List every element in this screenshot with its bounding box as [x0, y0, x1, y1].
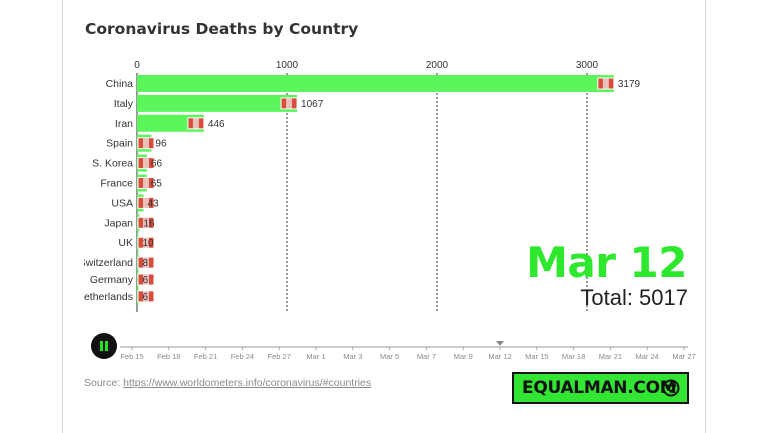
brand-logo[interactable]: EQUALMAN.COM — [512, 372, 689, 404]
bar — [137, 114, 204, 132]
timeline-label: Feb 24 — [231, 352, 254, 361]
source-prefix: Source: — [84, 377, 124, 389]
flag-spain-icon — [137, 137, 155, 150]
value-label: 446 — [208, 119, 225, 130]
source-link[interactable]: https://www.worldometers.info/coronaviru… — [123, 377, 372, 389]
category-label: Netherlands — [76, 291, 133, 303]
category-label: S. Korea — [92, 158, 133, 170]
x-tick-label: 2000 — [426, 60, 449, 71]
flag-china-icon — [597, 77, 615, 90]
flag-switzerland-icon — [137, 256, 155, 269]
timeline-label: Mar 1 — [306, 352, 325, 361]
category-label: France — [100, 178, 133, 190]
flag-usa-icon — [137, 196, 155, 209]
value-label: 96 — [155, 139, 167, 150]
timeline-label: Mar 7 — [417, 352, 436, 361]
category-label: Japan — [104, 217, 133, 229]
left-frame-border — [62, 0, 63, 433]
total-deaths-label: Total: 5017 — [580, 285, 688, 310]
category-label: UK — [118, 237, 133, 249]
timeline-label: Feb 21 — [194, 352, 217, 361]
timeline-label: Feb 27 — [268, 352, 291, 361]
value-label: 10 — [143, 238, 155, 249]
value-label: 6 — [143, 292, 149, 303]
value-label: 3179 — [618, 79, 641, 90]
timeline-label: Mar 21 — [599, 352, 622, 361]
brand-emblem-icon — [662, 379, 680, 397]
timeline-label: Mar 15 — [525, 352, 548, 361]
x-tick-label: 3000 — [576, 60, 599, 71]
flag-netherlands-icon — [137, 290, 155, 303]
bar — [137, 94, 298, 112]
timeline-label: Mar 3 — [343, 352, 362, 361]
timeline-label: Mar 9 — [454, 352, 473, 361]
value-label: 66 — [151, 159, 163, 170]
category-label: Italy — [114, 98, 134, 110]
timeline-label: Mar 12 — [488, 352, 511, 361]
timeline-label: Feb 18 — [157, 352, 180, 361]
flag-germany-icon — [137, 273, 155, 286]
value-label: 43 — [147, 198, 159, 209]
category-label: Germany — [90, 274, 134, 286]
flag-japan-icon — [137, 216, 155, 229]
flag-italy-icon — [280, 97, 298, 110]
value-label: 65 — [151, 179, 163, 190]
flag-france-icon — [137, 177, 155, 189]
pause-icon — [99, 341, 109, 351]
bar — [137, 75, 614, 92]
current-date-label: Mar 12 — [526, 238, 687, 287]
timeline-label: Mar 18 — [562, 352, 585, 361]
timeline-marker-icon — [496, 341, 504, 346]
value-label: 1067 — [301, 99, 324, 110]
category-label: Switzerland — [79, 257, 133, 269]
category-labels: China Italy Iran Spain S. Korea France USA Japa… — [76, 78, 134, 303]
value-label: 8 — [143, 258, 149, 269]
value-label: 16 — [143, 218, 155, 229]
flag-south-korea-icon — [137, 157, 155, 170]
brand-text: EQUALMAN.COM — [522, 378, 677, 398]
timeline-label: Mar 27 — [672, 352, 695, 361]
pause-button[interactable] — [91, 333, 117, 359]
timeline-label: Feb 15 — [120, 352, 143, 361]
flag-iran-icon — [187, 117, 205, 130]
flag-uk-icon — [137, 236, 155, 249]
timeline-label: Mar 24 — [636, 352, 659, 361]
category-label: Iran — [115, 118, 133, 130]
x-axis: 0 1000 2000 3000 — [134, 60, 598, 71]
x-tick-label: 0 — [134, 60, 140, 71]
category-label: China — [106, 78, 134, 90]
category-label: Spain — [106, 138, 133, 150]
right-frame-border — [705, 0, 706, 433]
chart-title: Coronavirus Deaths by Country — [85, 20, 359, 38]
timeline-label: Mar 5 — [380, 352, 399, 361]
x-tick-label: 1000 — [276, 60, 299, 71]
source-text: Source: https://www.worldometers.info/co… — [84, 377, 371, 389]
value-label: 6 — [143, 275, 149, 286]
timeline[interactable]: Feb 15 Feb 18 Feb 21 Feb 24 Feb 27 Mar 1 Mar 3… — [120, 341, 696, 361]
category-label: USA — [111, 197, 133, 209]
